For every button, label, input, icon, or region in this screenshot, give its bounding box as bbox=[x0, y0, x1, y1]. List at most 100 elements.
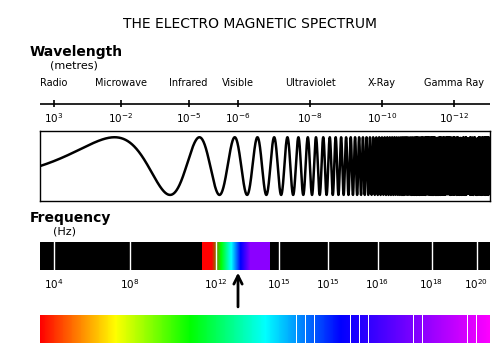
Bar bbox=[160, 315, 162, 343]
Bar bbox=[112, 315, 113, 343]
Bar bbox=[149, 315, 150, 343]
Bar bbox=[66, 315, 67, 343]
Bar bbox=[283, 315, 284, 343]
Bar bbox=[156, 315, 157, 343]
Bar bbox=[365, 315, 366, 343]
Text: 10$^{12}$: 10$^{12}$ bbox=[204, 277, 228, 291]
Bar bbox=[191, 315, 192, 343]
Bar bbox=[466, 315, 468, 343]
Bar bbox=[486, 315, 488, 343]
Bar bbox=[484, 315, 486, 343]
Bar bbox=[401, 315, 402, 343]
Bar bbox=[106, 315, 108, 343]
Bar bbox=[69, 315, 70, 343]
Bar bbox=[353, 315, 354, 343]
Bar bbox=[166, 315, 167, 343]
Bar bbox=[380, 315, 381, 343]
Bar bbox=[285, 315, 286, 343]
Bar bbox=[410, 315, 411, 343]
Text: 10$^{-12}$: 10$^{-12}$ bbox=[439, 111, 469, 125]
Bar bbox=[150, 315, 152, 343]
Bar bbox=[68, 315, 69, 343]
Bar bbox=[375, 315, 376, 343]
Bar bbox=[209, 315, 210, 343]
Bar bbox=[337, 315, 338, 343]
Bar bbox=[321, 315, 322, 343]
Bar bbox=[270, 315, 272, 343]
Bar bbox=[134, 315, 136, 343]
Bar bbox=[329, 315, 330, 343]
Bar bbox=[120, 315, 121, 343]
Bar bbox=[357, 315, 358, 343]
Bar bbox=[123, 315, 124, 343]
Bar bbox=[52, 315, 54, 343]
Bar bbox=[122, 315, 123, 343]
Bar bbox=[174, 315, 175, 343]
Text: 10$^{3}$: 10$^{3}$ bbox=[44, 111, 63, 125]
Bar bbox=[165, 315, 166, 343]
Bar bbox=[177, 315, 178, 343]
Text: X-Ray: X-Ray bbox=[368, 78, 396, 88]
Bar bbox=[293, 315, 294, 343]
Bar bbox=[247, 315, 248, 343]
Bar bbox=[256, 315, 257, 343]
Bar bbox=[239, 315, 240, 343]
Bar bbox=[350, 315, 352, 343]
Bar bbox=[462, 315, 463, 343]
Bar bbox=[417, 315, 418, 343]
Bar bbox=[252, 315, 254, 343]
Bar bbox=[83, 315, 84, 343]
Bar bbox=[147, 315, 148, 343]
Bar bbox=[434, 315, 435, 343]
Bar bbox=[338, 315, 339, 343]
Bar bbox=[249, 315, 250, 343]
Bar bbox=[212, 315, 213, 343]
Bar bbox=[411, 315, 412, 343]
Bar bbox=[458, 315, 460, 343]
Bar bbox=[408, 315, 409, 343]
Bar bbox=[262, 315, 263, 343]
Text: 10$^{-6}$: 10$^{-6}$ bbox=[225, 111, 251, 125]
Bar bbox=[404, 315, 406, 343]
Bar bbox=[267, 315, 268, 343]
Bar bbox=[86, 315, 87, 343]
Bar bbox=[175, 315, 176, 343]
Bar bbox=[196, 315, 198, 343]
Bar bbox=[474, 315, 476, 343]
Bar bbox=[140, 315, 141, 343]
Bar bbox=[100, 315, 101, 343]
Bar bbox=[185, 315, 186, 343]
Bar bbox=[416, 315, 417, 343]
Bar bbox=[49, 315, 50, 343]
Bar bbox=[312, 315, 314, 343]
Bar bbox=[344, 315, 345, 343]
Bar bbox=[88, 315, 90, 343]
Bar bbox=[488, 315, 489, 343]
Text: (metres): (metres) bbox=[50, 61, 98, 71]
Bar bbox=[432, 315, 434, 343]
Bar bbox=[346, 315, 347, 343]
Bar bbox=[104, 315, 105, 343]
Bar bbox=[448, 315, 450, 343]
Text: 10$^{-2}$: 10$^{-2}$ bbox=[108, 111, 134, 125]
Bar bbox=[210, 315, 211, 343]
Bar bbox=[402, 315, 404, 343]
Bar bbox=[50, 315, 51, 343]
Bar bbox=[330, 315, 332, 343]
Bar bbox=[170, 315, 172, 343]
Bar bbox=[419, 315, 420, 343]
Bar bbox=[409, 315, 410, 343]
Bar bbox=[95, 315, 96, 343]
Bar bbox=[132, 315, 134, 343]
Text: (Hz): (Hz) bbox=[52, 227, 76, 237]
Bar bbox=[141, 315, 142, 343]
Bar bbox=[214, 315, 216, 343]
Bar bbox=[483, 315, 484, 343]
Text: Infrared: Infrared bbox=[170, 78, 207, 88]
Bar bbox=[41, 315, 42, 343]
Bar bbox=[224, 315, 226, 343]
Bar bbox=[342, 315, 344, 343]
Text: 10$^{-5}$: 10$^{-5}$ bbox=[176, 111, 201, 125]
Bar bbox=[268, 315, 270, 343]
Bar bbox=[347, 315, 348, 343]
